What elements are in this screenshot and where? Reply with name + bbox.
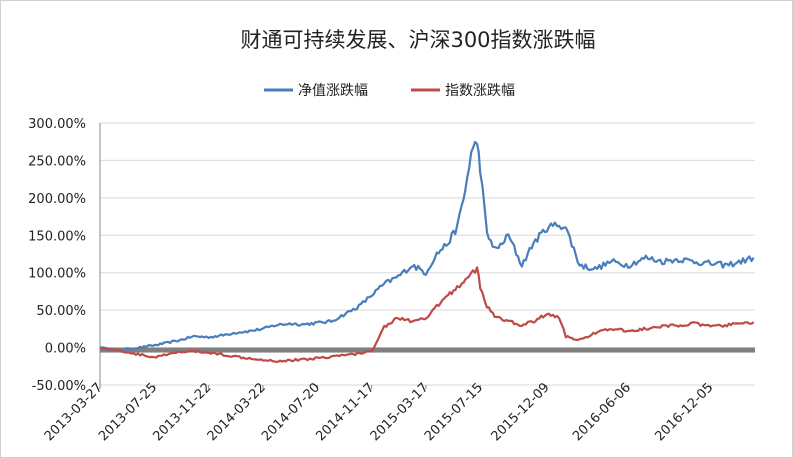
y-tick-label: 150.00%	[28, 229, 86, 244]
series-line-2	[99, 266, 755, 363]
y-tick-label: 300.00%	[28, 117, 86, 132]
y-axis-ticks: 300.00% 250.00% 200.00% 150.00% 100.00% 50.00…	[28, 117, 86, 394]
gridlines	[99, 122, 755, 386]
zero-baseline-band	[100, 347, 755, 353]
legend: 净值涨跌幅 指数涨跌幅	[264, 83, 515, 99]
series-line-1	[99, 140, 755, 352]
x-tick-label: 2016-06-06	[570, 380, 634, 444]
y-tick-label: 200.00%	[28, 192, 86, 207]
y-tick-label: -50.00%	[32, 379, 86, 394]
y-tick-label: 250.00%	[28, 154, 86, 169]
chart-title: 财通可持续发展、沪深300指数涨跌幅	[240, 28, 595, 52]
x-tick-label: 2015-12-09	[489, 380, 553, 444]
x-axis-ticks: 2013-03-272013-07-252013-11-222014-03-22…	[42, 380, 717, 444]
series-lines	[99, 140, 755, 363]
legend-label-series-1: 净值涨跌幅	[298, 83, 368, 99]
y-tick-label: 0.00%	[45, 342, 86, 357]
y-tick-label: 100.00%	[28, 267, 86, 282]
y-tick-label: 50.00%	[36, 304, 86, 319]
x-tick-label: 2016-12-05	[652, 380, 716, 444]
legend-label-series-2: 指数涨跌幅	[445, 83, 515, 99]
x-tick-label: 2015-07-15	[422, 380, 486, 444]
